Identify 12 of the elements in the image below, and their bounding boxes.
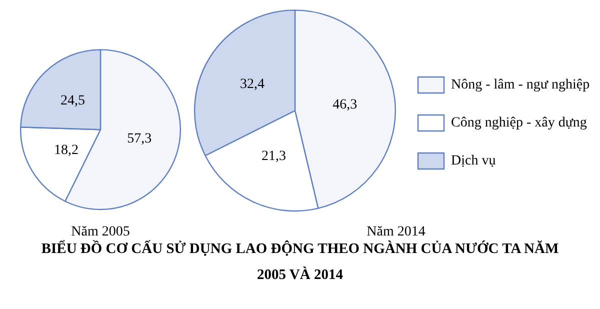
text: Năm 2014 xyxy=(366,224,426,240)
data-label: 32,4 xyxy=(240,76,265,92)
data-label: 57,3 xyxy=(127,131,152,146)
data-label: 24,5 xyxy=(60,94,85,109)
legend-label: Công nghiệp - xây dựng xyxy=(451,116,587,131)
data-label: 21,3 xyxy=(262,148,286,164)
text: BIỂU ĐỒ CƠ CẤU SỬ DỤNG LAO ĐỘNG THEO NGÀNH CỦA NƯỚC TA NĂM 2005 VÀ 2014 xyxy=(41,241,559,283)
legend-label: Dịch vụ xyxy=(451,154,496,169)
legend-label: Nông - lâm - ngư nghiệp xyxy=(451,78,590,93)
text: Năm 2005 xyxy=(71,224,130,240)
data-label: 46,3 xyxy=(332,97,358,112)
data-label: 18,2 xyxy=(54,142,78,158)
